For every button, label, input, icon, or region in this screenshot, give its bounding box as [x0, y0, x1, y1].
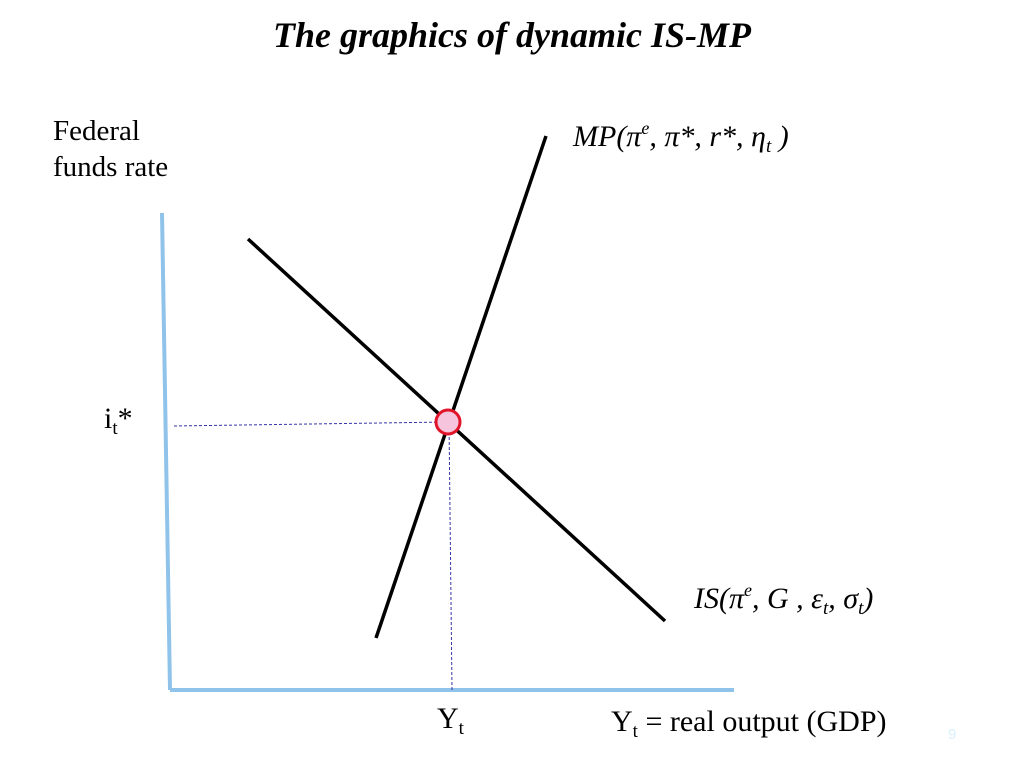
- slide-title: The graphics of dynamic IS-MP: [272, 15, 751, 55]
- is-label-part: , σ: [828, 582, 859, 615]
- equilibrium-output-label: Yt: [437, 702, 464, 739]
- mp-label-part: MP(π: [573, 120, 642, 153]
- mp-curve-label: MP(πe, π*, r*, ηt ): [573, 118, 789, 157]
- x-axis-label: Yt = real output (GDP): [611, 705, 887, 742]
- y-axis-label-line2: funds rate: [53, 151, 169, 183]
- y-axis: [160, 212, 172, 691]
- mp-label-subscript: t: [765, 136, 772, 157]
- rate-label-subscript: t: [112, 418, 118, 439]
- is-label-superscript: e: [744, 580, 753, 600]
- is-label-subscript: t: [823, 598, 829, 619]
- interest-rate-guide-line: [173, 421, 448, 427]
- y-axis-label-line1: Federal: [53, 115, 140, 147]
- x-axis-label-subscript: t: [632, 721, 638, 742]
- is-label-subscript: t: [858, 598, 864, 619]
- output-label-main: Y: [437, 702, 459, 735]
- x-axis-label-main: Y: [611, 705, 633, 738]
- mp-label-part: , π*, r*, η: [649, 120, 766, 153]
- is-label-part: IS(π: [694, 582, 745, 615]
- output-label-subscript: t: [458, 718, 464, 739]
- y-axis-label: Federal funds rate: [53, 113, 168, 185]
- is-curve-label: IS(πe, G , εt, σt): [694, 580, 874, 619]
- output-guide-line: [448, 421, 453, 691]
- rate-label-main: i: [104, 402, 113, 435]
- mp-label-superscript: e: [641, 118, 650, 138]
- mp-curve: [374, 135, 548, 639]
- slide-number: 9: [948, 726, 957, 743]
- equilibrium-rate-label: it*: [104, 402, 133, 439]
- is-label-part: , G , ε: [752, 582, 824, 615]
- x-axis-label-rest: = real output (GDP): [637, 705, 887, 738]
- rate-label-star: *: [117, 402, 133, 435]
- mp-label-part: ): [771, 120, 789, 153]
- equilibrium-point: [434, 408, 462, 436]
- is-label-part: ): [863, 582, 874, 615]
